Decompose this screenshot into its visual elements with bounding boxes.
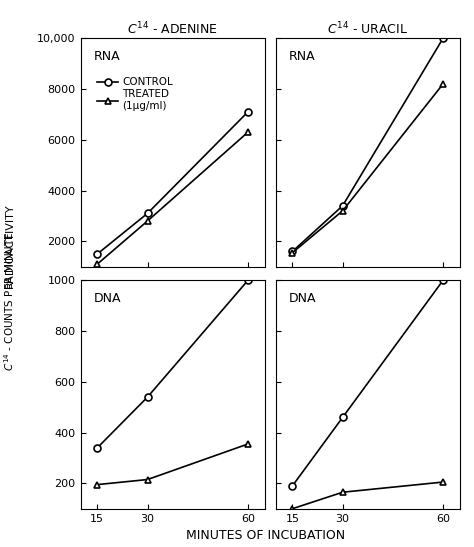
TREATED
(1μg/ml) <box>145 218 150 224</box>
Line: CONTROL: CONTROL <box>289 35 447 255</box>
Text: RADIOACTIVITY: RADIOACTIVITY <box>4 204 15 288</box>
Text: RNA: RNA <box>289 50 315 63</box>
CONTROL <box>290 482 295 489</box>
TREATED
(1μg/ml) <box>340 207 346 214</box>
Legend: CONTROL, TREATED
(1μg/ml): CONTROL, TREATED (1μg/ml) <box>93 73 177 115</box>
CONTROL <box>94 251 100 257</box>
Line: TREATED
(1μg/ml): TREATED (1μg/ml) <box>289 80 447 256</box>
TREATED
(1μg/ml) <box>340 489 346 496</box>
CONTROL <box>340 202 346 209</box>
Line: CONTROL: CONTROL <box>289 277 447 490</box>
Line: TREATED
(1μg/ml): TREATED (1μg/ml) <box>94 440 251 488</box>
CONTROL <box>290 248 295 255</box>
TREATED
(1μg/ml) <box>290 249 295 256</box>
CONTROL <box>440 35 446 42</box>
CONTROL <box>440 277 446 284</box>
Text: RNA: RNA <box>93 50 120 63</box>
Title: $C^{14}$ - URACIL: $C^{14}$ - URACIL <box>327 21 408 37</box>
TREATED
(1μg/ml) <box>440 479 446 485</box>
Text: $C^{14}$ - COUNTS PER MINUTE: $C^{14}$ - COUNTS PER MINUTE <box>2 231 17 371</box>
Line: CONTROL: CONTROL <box>94 277 251 451</box>
TREATED
(1μg/ml) <box>440 80 446 87</box>
TREATED
(1μg/ml) <box>145 476 150 483</box>
Line: CONTROL: CONTROL <box>94 108 251 258</box>
Text: DNA: DNA <box>93 292 121 305</box>
Title: $C^{14}$ - ADENINE: $C^{14}$ - ADENINE <box>127 21 218 37</box>
Line: TREATED
(1μg/ml): TREATED (1μg/ml) <box>94 129 251 267</box>
CONTROL <box>145 394 150 400</box>
CONTROL <box>245 109 251 115</box>
TREATED
(1μg/ml) <box>94 261 100 267</box>
CONTROL <box>340 414 346 421</box>
Text: DNA: DNA <box>289 292 316 305</box>
Line: TREATED
(1μg/ml): TREATED (1μg/ml) <box>289 479 447 512</box>
TREATED
(1μg/ml) <box>245 129 251 136</box>
TREATED
(1μg/ml) <box>245 441 251 447</box>
CONTROL <box>94 445 100 451</box>
TREATED
(1μg/ml) <box>290 505 295 512</box>
Text: MINUTES OF INCUBATION: MINUTES OF INCUBATION <box>186 528 345 542</box>
TREATED
(1μg/ml) <box>94 481 100 488</box>
CONTROL <box>145 210 150 217</box>
CONTROL <box>245 277 251 284</box>
